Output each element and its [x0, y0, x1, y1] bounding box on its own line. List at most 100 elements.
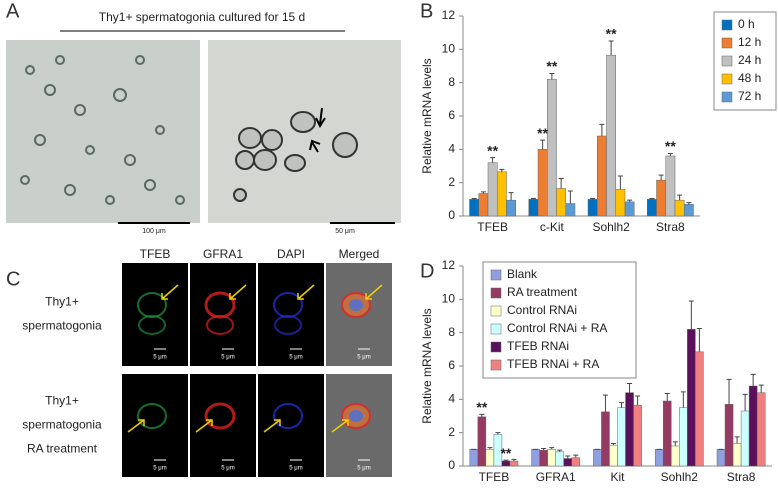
error-bar: [672, 441, 678, 446]
legend-label: TFEB RNAi + RA: [507, 357, 599, 371]
scale-label: 5 μm: [289, 466, 302, 472]
error-bar: [565, 455, 571, 459]
panel-label: D: [420, 260, 434, 282]
bar: [485, 449, 495, 467]
x-tick-label: Sohlh2: [592, 220, 630, 234]
bar: [683, 204, 694, 217]
significance-mark: **: [487, 142, 498, 158]
error-bar: [610, 443, 616, 446]
bar: [617, 407, 626, 467]
error-bar: [619, 402, 625, 408]
y-tick-label: 12: [442, 8, 456, 22]
scale-label: 5 μm: [357, 355, 370, 361]
legend-label: RA treatment: [507, 285, 578, 299]
x-tick-label: c-Kit: [540, 220, 565, 234]
legend-label: 24 h: [738, 53, 761, 67]
legend-box: [482, 261, 637, 379]
error-bar: [487, 447, 493, 450]
y-tick-label: 8: [448, 75, 455, 89]
bar: [624, 201, 635, 217]
bar: [547, 449, 556, 467]
error-bar: [499, 168, 505, 172]
bar: [477, 416, 487, 467]
bar: [665, 155, 676, 217]
scale-label: 5 μm: [289, 355, 302, 361]
cells: [233, 111, 358, 202]
error-bar: [627, 383, 633, 393]
cell-signal: [206, 315, 234, 335]
arrow: [365, 284, 383, 300]
bar: [487, 162, 498, 217]
cell-signal: [137, 403, 167, 429]
y-axis-label: Relative mRNA levels: [420, 58, 434, 173]
y-tick-label: 6: [448, 108, 455, 122]
fluorescence-image: [190, 263, 256, 366]
legend-swatch: [721, 37, 733, 49]
error-bar: [758, 384, 764, 393]
error-bar: [734, 436, 740, 444]
bar: [724, 404, 734, 467]
significance-mark: **: [500, 445, 511, 461]
error-bar: [667, 153, 673, 156]
arrow: [331, 419, 349, 433]
cell-signal: [138, 315, 166, 335]
error-bar: [495, 432, 501, 435]
significance-mark: **: [546, 58, 557, 74]
y-tick-label: 8: [448, 325, 455, 339]
column-label: GFRA1: [203, 247, 243, 261]
legend-swatch: [490, 323, 502, 335]
legend-swatch: [490, 359, 502, 371]
fluorescence-image: [258, 374, 324, 477]
x-tick-label: TFEB: [479, 470, 510, 484]
error-bar: [511, 458, 517, 461]
bar: [732, 443, 742, 467]
bar: [555, 451, 564, 467]
y-tick-label: 12: [442, 258, 456, 272]
row-label: Thy1+: [45, 295, 79, 309]
scale-label: 5 μm: [221, 355, 234, 361]
error-bar: [490, 157, 496, 163]
scale-label: 50 μm: [335, 228, 355, 235]
arrow: [195, 419, 213, 433]
bar: [509, 460, 519, 467]
error-bar: [686, 202, 692, 205]
error-bar: [602, 394, 608, 412]
cells: [20, 55, 185, 205]
fluorescence-image: [122, 374, 188, 477]
x-tick-label: Kit: [610, 470, 625, 484]
significance-mark: **: [476, 399, 487, 415]
error-bar: [590, 198, 596, 200]
bar: [563, 458, 573, 467]
significance-mark: **: [537, 125, 548, 141]
scale-label: 5 μm: [153, 355, 166, 361]
error-bar: [664, 393, 670, 401]
panel-label: C: [6, 268, 20, 290]
fluorescence-image: [258, 263, 324, 366]
error-bar: [742, 393, 748, 411]
error-bar: [677, 194, 683, 201]
row-label: Thy1+: [45, 394, 79, 408]
significance-mark: **: [606, 26, 617, 42]
legend-label: 12 h: [738, 35, 761, 49]
row-label: spermatogonia: [22, 319, 102, 333]
scale-label: 100 μm: [142, 228, 166, 235]
bar: [537, 149, 548, 217]
bar: [469, 449, 479, 467]
bar: [478, 193, 489, 217]
y-tick-label: 2: [448, 425, 455, 439]
row-label: spermatogonia: [22, 418, 102, 432]
x-tick-label: GFRA1: [536, 470, 576, 484]
cell-signal: [274, 315, 302, 335]
cell-signal: [204, 402, 236, 430]
panel-label: B: [420, 0, 433, 22]
bar: [531, 449, 540, 467]
x-tick-label: Sohlh2: [661, 470, 699, 484]
arrow: [127, 419, 145, 433]
error-bar: [567, 190, 573, 204]
arrow: [297, 284, 315, 300]
bar: [662, 400, 672, 467]
error-bar: [608, 40, 614, 56]
bar: [740, 410, 750, 467]
y-tick-label: 10: [442, 42, 456, 56]
